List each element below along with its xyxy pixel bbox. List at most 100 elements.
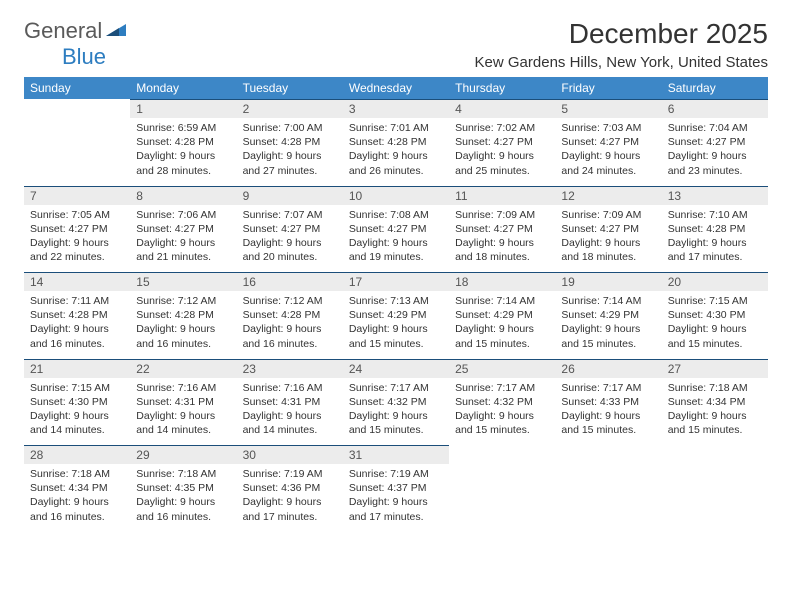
sunset-line: Sunset: 4:31 PM (243, 395, 337, 409)
content-row: Sunrise: 7:18 AMSunset: 4:34 PMDaylight:… (24, 464, 768, 532)
day-number-cell: 22 (130, 359, 236, 378)
calendar-table: SundayMondayTuesdayWednesdayThursdayFrid… (24, 77, 768, 532)
sunset-line: Sunset: 4:30 PM (668, 308, 762, 322)
sunrise-line: Sunrise: 7:16 AM (243, 381, 337, 395)
day-number-cell: 31 (343, 446, 449, 465)
title-block: December 2025 (569, 18, 768, 50)
sunset-line: Sunset: 4:30 PM (30, 395, 124, 409)
sunset-line: Sunset: 4:34 PM (668, 395, 762, 409)
sunset-line: Sunset: 4:27 PM (243, 222, 337, 236)
day-content-cell: Sunrise: 7:01 AMSunset: 4:28 PMDaylight:… (343, 118, 449, 186)
day-content-cell: Sunrise: 7:09 AMSunset: 4:27 PMDaylight:… (555, 205, 661, 273)
sunrise-line: Sunrise: 7:18 AM (30, 467, 124, 481)
sunset-line: Sunset: 4:33 PM (561, 395, 655, 409)
sunrise-line: Sunrise: 7:09 AM (455, 208, 549, 222)
sunset-line: Sunset: 4:27 PM (349, 222, 443, 236)
sunrise-line: Sunrise: 7:00 AM (243, 121, 337, 135)
day-header-row: SundayMondayTuesdayWednesdayThursdayFrid… (24, 77, 768, 100)
daylight-line: Daylight: 9 hours and 15 minutes. (561, 322, 655, 350)
day-content-cell: Sunrise: 7:19 AMSunset: 4:37 PMDaylight:… (343, 464, 449, 532)
day-content-cell: Sunrise: 7:02 AMSunset: 4:27 PMDaylight:… (449, 118, 555, 186)
daylight-line: Daylight: 9 hours and 14 minutes. (243, 409, 337, 437)
day-content-cell: Sunrise: 7:08 AMSunset: 4:27 PMDaylight:… (343, 205, 449, 273)
daylight-line: Daylight: 9 hours and 15 minutes. (455, 409, 549, 437)
sunrise-line: Sunrise: 7:19 AM (349, 467, 443, 481)
logo-text-general: General (24, 18, 102, 44)
day-content-cell: Sunrise: 7:12 AMSunset: 4:28 PMDaylight:… (237, 291, 343, 359)
day-content-cell (449, 464, 555, 532)
logo-blue-line: Blue (24, 44, 106, 70)
sunrise-line: Sunrise: 7:16 AM (136, 381, 230, 395)
content-row: Sunrise: 7:05 AMSunset: 4:27 PMDaylight:… (24, 205, 768, 273)
daylight-line: Daylight: 9 hours and 15 minutes. (349, 322, 443, 350)
sunset-line: Sunset: 4:27 PM (668, 135, 762, 149)
day-content-cell: Sunrise: 7:09 AMSunset: 4:27 PMDaylight:… (449, 205, 555, 273)
sunrise-line: Sunrise: 7:15 AM (30, 381, 124, 395)
day-number-cell: 9 (237, 186, 343, 205)
day-number-cell: 21 (24, 359, 130, 378)
day-content-cell: Sunrise: 7:00 AMSunset: 4:28 PMDaylight:… (237, 118, 343, 186)
sunrise-line: Sunrise: 7:14 AM (561, 294, 655, 308)
day-number-cell (555, 446, 661, 465)
day-content-cell: Sunrise: 7:18 AMSunset: 4:34 PMDaylight:… (24, 464, 130, 532)
day-content-cell: Sunrise: 7:18 AMSunset: 4:35 PMDaylight:… (130, 464, 236, 532)
day-header: Wednesday (343, 77, 449, 100)
content-row: Sunrise: 7:11 AMSunset: 4:28 PMDaylight:… (24, 291, 768, 359)
day-number-cell: 20 (662, 273, 768, 292)
sunrise-line: Sunrise: 7:11 AM (30, 294, 124, 308)
day-header: Monday (130, 77, 236, 100)
day-content-cell (662, 464, 768, 532)
day-number-cell (24, 100, 130, 119)
sunset-line: Sunset: 4:28 PM (30, 308, 124, 322)
day-number-cell: 27 (662, 359, 768, 378)
daylight-line: Daylight: 9 hours and 23 minutes. (668, 149, 762, 177)
day-content-cell: Sunrise: 7:17 AMSunset: 4:33 PMDaylight:… (555, 378, 661, 446)
day-content-cell: Sunrise: 7:14 AMSunset: 4:29 PMDaylight:… (555, 291, 661, 359)
sunset-line: Sunset: 4:36 PM (243, 481, 337, 495)
daylight-line: Daylight: 9 hours and 16 minutes. (30, 495, 124, 523)
daylight-line: Daylight: 9 hours and 16 minutes. (243, 322, 337, 350)
sunset-line: Sunset: 4:28 PM (243, 308, 337, 322)
sunset-line: Sunset: 4:34 PM (30, 481, 124, 495)
logo-triangle-icon (106, 18, 126, 44)
day-number-cell: 5 (555, 100, 661, 119)
day-number-cell: 12 (555, 186, 661, 205)
day-number-cell: 10 (343, 186, 449, 205)
sunset-line: Sunset: 4:32 PM (455, 395, 549, 409)
sunrise-line: Sunrise: 7:17 AM (455, 381, 549, 395)
day-content-cell: Sunrise: 7:10 AMSunset: 4:28 PMDaylight:… (662, 205, 768, 273)
sunrise-line: Sunrise: 7:08 AM (349, 208, 443, 222)
day-header: Friday (555, 77, 661, 100)
daylight-line: Daylight: 9 hours and 15 minutes. (668, 409, 762, 437)
day-number-cell: 14 (24, 273, 130, 292)
daynum-row: 21222324252627 (24, 359, 768, 378)
day-number-cell: 30 (237, 446, 343, 465)
day-content-cell: Sunrise: 7:17 AMSunset: 4:32 PMDaylight:… (449, 378, 555, 446)
daylight-line: Daylight: 9 hours and 16 minutes. (136, 495, 230, 523)
daylight-line: Daylight: 9 hours and 25 minutes. (455, 149, 549, 177)
day-number-cell: 6 (662, 100, 768, 119)
day-number-cell: 18 (449, 273, 555, 292)
daylight-line: Daylight: 9 hours and 16 minutes. (136, 322, 230, 350)
sunrise-line: Sunrise: 7:17 AM (561, 381, 655, 395)
day-number-cell: 24 (343, 359, 449, 378)
sunrise-line: Sunrise: 7:02 AM (455, 121, 549, 135)
sunset-line: Sunset: 4:32 PM (349, 395, 443, 409)
day-content-cell: Sunrise: 7:17 AMSunset: 4:32 PMDaylight:… (343, 378, 449, 446)
daylight-line: Daylight: 9 hours and 18 minutes. (455, 236, 549, 264)
day-number-cell (662, 446, 768, 465)
day-number-cell: 11 (449, 186, 555, 205)
day-content-cell: Sunrise: 6:59 AMSunset: 4:28 PMDaylight:… (130, 118, 236, 186)
day-header: Saturday (662, 77, 768, 100)
logo: General (24, 18, 128, 44)
sunset-line: Sunset: 4:28 PM (349, 135, 443, 149)
daylight-line: Daylight: 9 hours and 15 minutes. (561, 409, 655, 437)
location: Kew Gardens Hills, New York, United Stat… (24, 54, 768, 71)
daylight-line: Daylight: 9 hours and 18 minutes. (561, 236, 655, 264)
daylight-line: Daylight: 9 hours and 26 minutes. (349, 149, 443, 177)
content-row: Sunrise: 6:59 AMSunset: 4:28 PMDaylight:… (24, 118, 768, 186)
sunrise-line: Sunrise: 7:01 AM (349, 121, 443, 135)
daylight-line: Daylight: 9 hours and 21 minutes. (136, 236, 230, 264)
daylight-line: Daylight: 9 hours and 14 minutes. (30, 409, 124, 437)
sunrise-line: Sunrise: 7:17 AM (349, 381, 443, 395)
